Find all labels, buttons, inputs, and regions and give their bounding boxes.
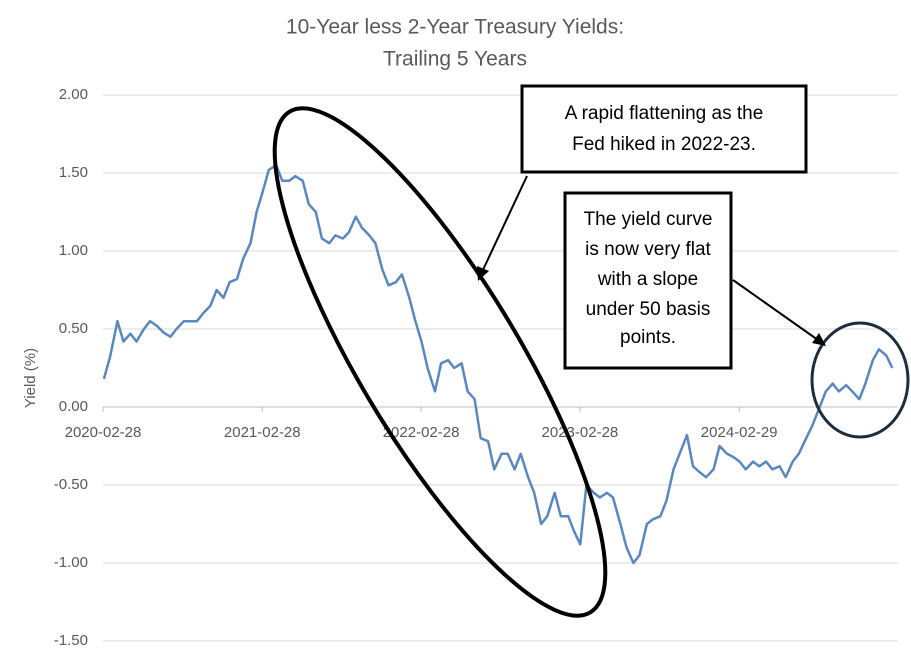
arrow-head [477, 266, 489, 281]
annotation-text: The yield curve [584, 209, 713, 230]
annotation-text: under 50 basis [586, 299, 711, 320]
y-tick-label: -1.50 [54, 632, 88, 649]
annotation-text: with a slope [597, 269, 698, 290]
annotation-text: A rapid flattening as the [565, 103, 764, 124]
x-tick-label: 2021-02-28 [224, 424, 301, 441]
highlight-ellipse [810, 321, 910, 439]
arrow [732, 279, 819, 341]
y-axis-label: Yield (%) [22, 348, 39, 408]
y-tick-label: 0.50 [59, 320, 88, 337]
chart-title: 10-Year less 2-Year Treasury Yields: [286, 16, 624, 39]
arrow [481, 175, 528, 273]
y-tick-label: -1.00 [54, 554, 88, 571]
x-tick-label: 2024-02-29 [701, 424, 778, 441]
y-tick-label: 1.00 [59, 242, 88, 259]
annotation-text: Fed hiked in 2022-23. [572, 134, 756, 155]
annotations: A rapid flattening as the Fed hiked in 2… [272, 84, 910, 618]
y-tick-label: -0.50 [54, 476, 88, 493]
plot-area: -1.50 -1.00 -0.50 0.00 0.50 1.00 1.50 2.00 2020-… [54, 86, 898, 649]
annotation-text: points. [620, 327, 676, 348]
x-tick-label: 2020-02-28 [65, 424, 142, 441]
annotation-text: is now very flat [585, 239, 711, 260]
y-tick-label: 2.00 [59, 86, 88, 103]
y-tick-label: 1.50 [59, 164, 88, 181]
x-tick-label: 2023-02-28 [542, 424, 619, 441]
y-tick-label: 0.00 [59, 398, 88, 415]
highlight-ellipse [272, 106, 608, 618]
chart-title: Trailing 5 Years [383, 48, 527, 71]
annotation-box [520, 84, 808, 174]
arrow-head [812, 333, 826, 346]
annotation-box [563, 191, 733, 370]
x-tick-label: 2022-02-28 [383, 424, 460, 441]
data-line [102, 163, 894, 565]
